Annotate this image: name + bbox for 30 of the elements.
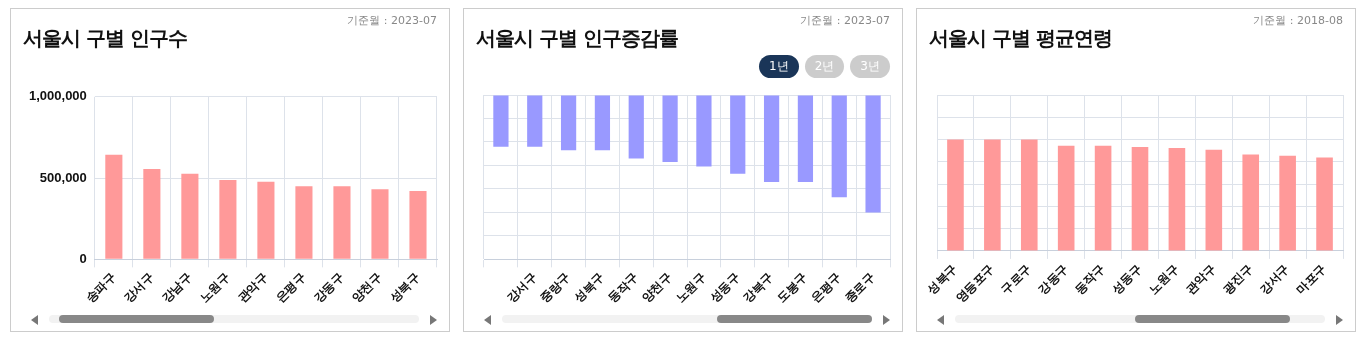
bar [1131,146,1149,251]
bar [143,168,161,259]
text: 1년 [759,55,799,78]
y-tick-label: 0 [79,250,87,266]
y-tick-label: 1,000,000 [28,88,87,104]
bar [1057,145,1075,251]
bar [105,154,123,259]
bar [1020,139,1038,251]
chart-title: 서울시 구별 인구수 [23,25,187,52]
bar [947,139,964,251]
bar [181,173,199,259]
bar [333,186,351,259]
y-tick-label: 500,000 [39,169,87,185]
bar [1205,149,1223,251]
chart-title: 서울시 구별 평균연령 [929,25,1112,52]
bar [984,139,1001,251]
bar [1316,157,1333,251]
bar [219,180,237,259]
bar [1242,154,1260,251]
bar [371,189,389,259]
bar [295,186,313,259]
bar [1094,145,1112,251]
chart-subtitle: 기준월 : 2023-07 [347,13,437,28]
bar [1168,148,1186,251]
chart-subtitle: 기준월 : 2023-07 [800,13,890,28]
bar [409,190,427,259]
chart-subtitle: 기준월 : 2018-08 [1253,13,1343,28]
bar [257,181,275,259]
chart-title: 서울시 구별 인구증감률 [476,25,678,52]
bar [1279,155,1296,251]
